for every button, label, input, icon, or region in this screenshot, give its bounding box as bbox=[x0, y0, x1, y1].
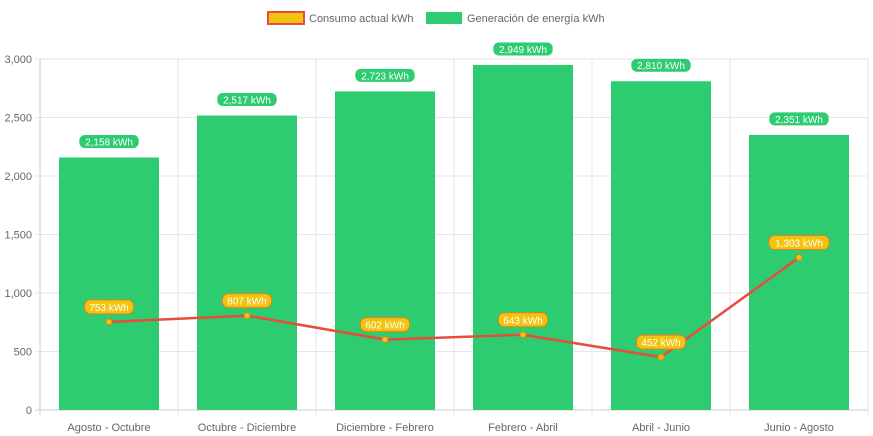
bar-data-label-bg bbox=[492, 41, 554, 57]
bar-data-label: 2,351 kWh bbox=[775, 115, 823, 126]
line-point bbox=[105, 318, 113, 326]
y-tick-label: 2,500 bbox=[4, 113, 32, 125]
line-data-label: 753 kWh bbox=[89, 303, 128, 314]
line-point bbox=[657, 353, 665, 361]
bar-data-label: 2,517 kWh bbox=[223, 96, 271, 107]
bar-data-label-bg bbox=[354, 67, 416, 83]
y-tick-label: 1,000 bbox=[4, 288, 32, 300]
line-data-label-bg bbox=[768, 235, 830, 251]
line-data-label-bg bbox=[635, 334, 687, 350]
line-data-label-bg bbox=[221, 293, 273, 309]
bar bbox=[473, 64, 573, 410]
bar-data-label-bg bbox=[630, 57, 692, 73]
y-tick-label: 500 bbox=[14, 347, 32, 359]
bar-data-label-bg bbox=[216, 92, 278, 108]
bar-data-label: 2,158 kWh bbox=[85, 138, 133, 149]
bar-data-label: 2,810 kWh bbox=[637, 61, 685, 72]
line-point bbox=[519, 331, 527, 339]
y-tick-label: 0 bbox=[26, 405, 32, 417]
legend-label-consumo: Consumo actual kWh bbox=[309, 13, 414, 25]
x-tick-label: Abril - Junio bbox=[632, 422, 690, 434]
bar-data-label: 2,723 kWh bbox=[361, 71, 409, 82]
line-data-label-bg bbox=[83, 299, 135, 315]
bar bbox=[335, 91, 435, 410]
legend-label-generacion: Generación de energía kWh bbox=[467, 13, 605, 25]
legend-swatch-consumo bbox=[267, 11, 305, 25]
line-data-label: 1,303 kWh bbox=[775, 239, 823, 250]
bar bbox=[611, 81, 711, 410]
bar-data-label: 2,949 kWh bbox=[499, 45, 547, 56]
line-point bbox=[795, 254, 803, 262]
line-point bbox=[381, 336, 389, 344]
x-tick-label: Junio - Agosto bbox=[764, 422, 834, 434]
line-data-label-bg bbox=[497, 312, 549, 328]
line-data-label-bg bbox=[359, 317, 411, 333]
x-tick-label: Octubre - Diciembre bbox=[198, 422, 296, 434]
line-data-label: 643 kWh bbox=[503, 316, 542, 327]
bar-data-label-bg bbox=[78, 134, 140, 150]
y-tick-label: 2,000 bbox=[4, 171, 32, 183]
legend-swatch-generacion bbox=[426, 12, 462, 24]
bar bbox=[749, 134, 849, 411]
x-tick-label: Febrero - Abril bbox=[488, 422, 558, 434]
line-point bbox=[243, 312, 251, 320]
x-tick-label: Agosto - Octubre bbox=[67, 422, 150, 434]
y-tick-label: 3,000 bbox=[4, 54, 32, 66]
bar-data-label-bg bbox=[768, 111, 830, 127]
line-data-label: 602 kWh bbox=[365, 321, 404, 332]
line-data-label: 452 kWh bbox=[641, 338, 680, 349]
y-tick-label: 1,500 bbox=[4, 230, 32, 242]
x-tick-label: Diciembre - Febrero bbox=[336, 422, 434, 434]
line-data-label: 807 kWh bbox=[227, 297, 266, 308]
bar bbox=[197, 115, 297, 411]
bar bbox=[59, 157, 159, 410]
